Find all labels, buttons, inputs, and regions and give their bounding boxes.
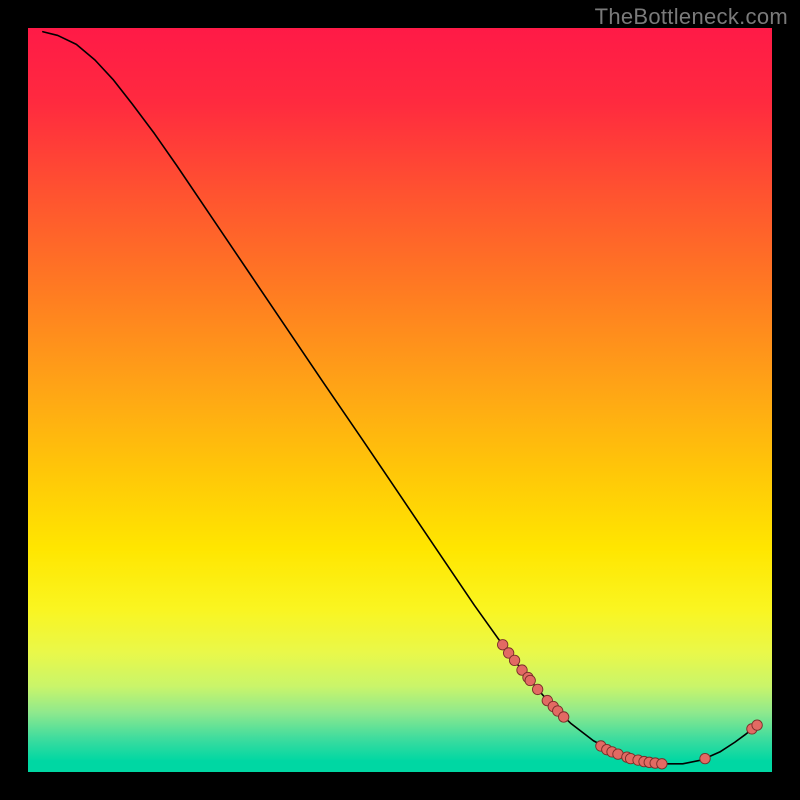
scatter-point — [657, 759, 667, 769]
scatter-point — [525, 675, 535, 685]
plot-svg — [28, 28, 772, 772]
watermark-text: TheBottleneck.com — [595, 4, 788, 30]
gradient-background — [28, 28, 772, 772]
scatter-point — [700, 753, 710, 763]
scatter-point — [558, 712, 568, 722]
scatter-point — [509, 655, 519, 665]
scatter-point — [752, 720, 762, 730]
scatter-point — [532, 684, 542, 694]
chart-frame: TheBottleneck.com — [0, 0, 800, 800]
plot-area — [28, 28, 772, 772]
